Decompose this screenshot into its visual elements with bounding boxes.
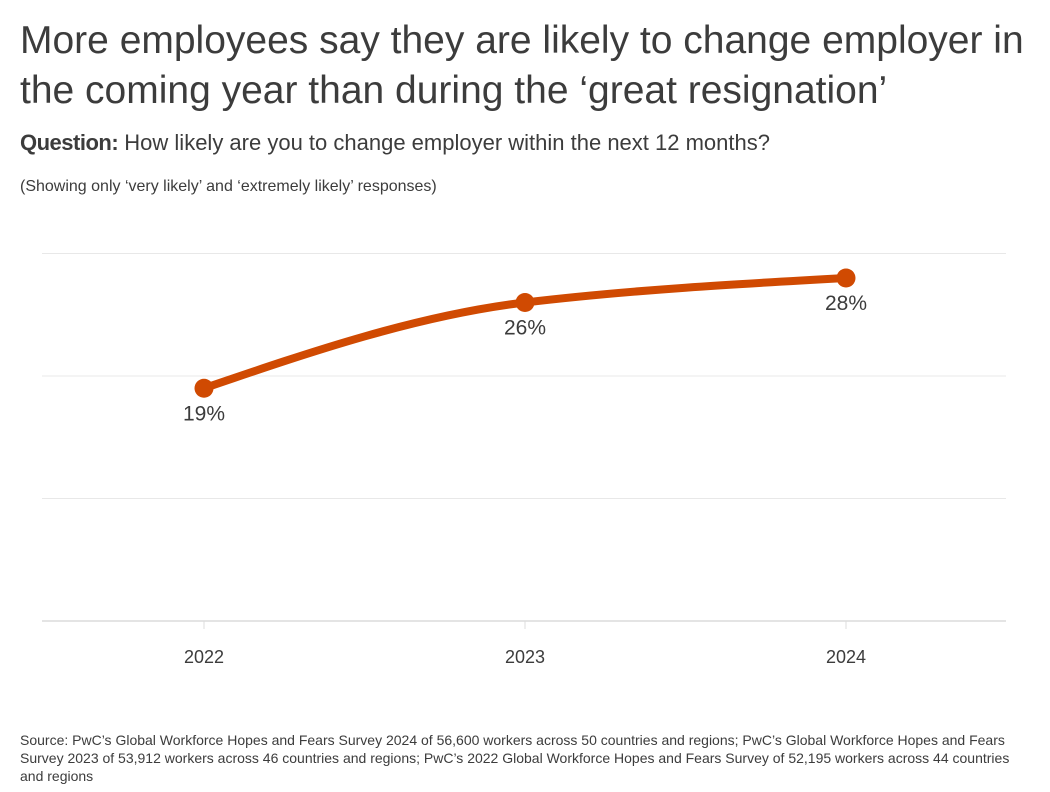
line-chart: 2022 2023 2024 19% 26% 28%: [42, 253, 1006, 667]
question-label: Question:: [20, 130, 119, 155]
question-text: How likely are you to change employer wi…: [124, 130, 770, 155]
data-point: [836, 268, 856, 288]
x-tick-label: 2023: [505, 647, 545, 667]
data-label: 19%: [183, 402, 225, 425]
chart-title: More employees say they are likely to ch…: [20, 19, 1024, 112]
x-tick-label: 2022: [184, 647, 224, 667]
chart-note: (Showing only ‘very likely’ and ‘extreme…: [20, 178, 437, 195]
data-point: [515, 293, 535, 312]
data-point: [194, 378, 214, 398]
data-label: 26%: [504, 317, 546, 340]
data-label: 28%: [825, 292, 867, 315]
x-tick-label: 2024: [826, 647, 866, 667]
question: Question: How likely are you to change e…: [20, 130, 770, 156]
source-note: Source: PwC’s Global Workforce Hopes and…: [20, 732, 1010, 784]
